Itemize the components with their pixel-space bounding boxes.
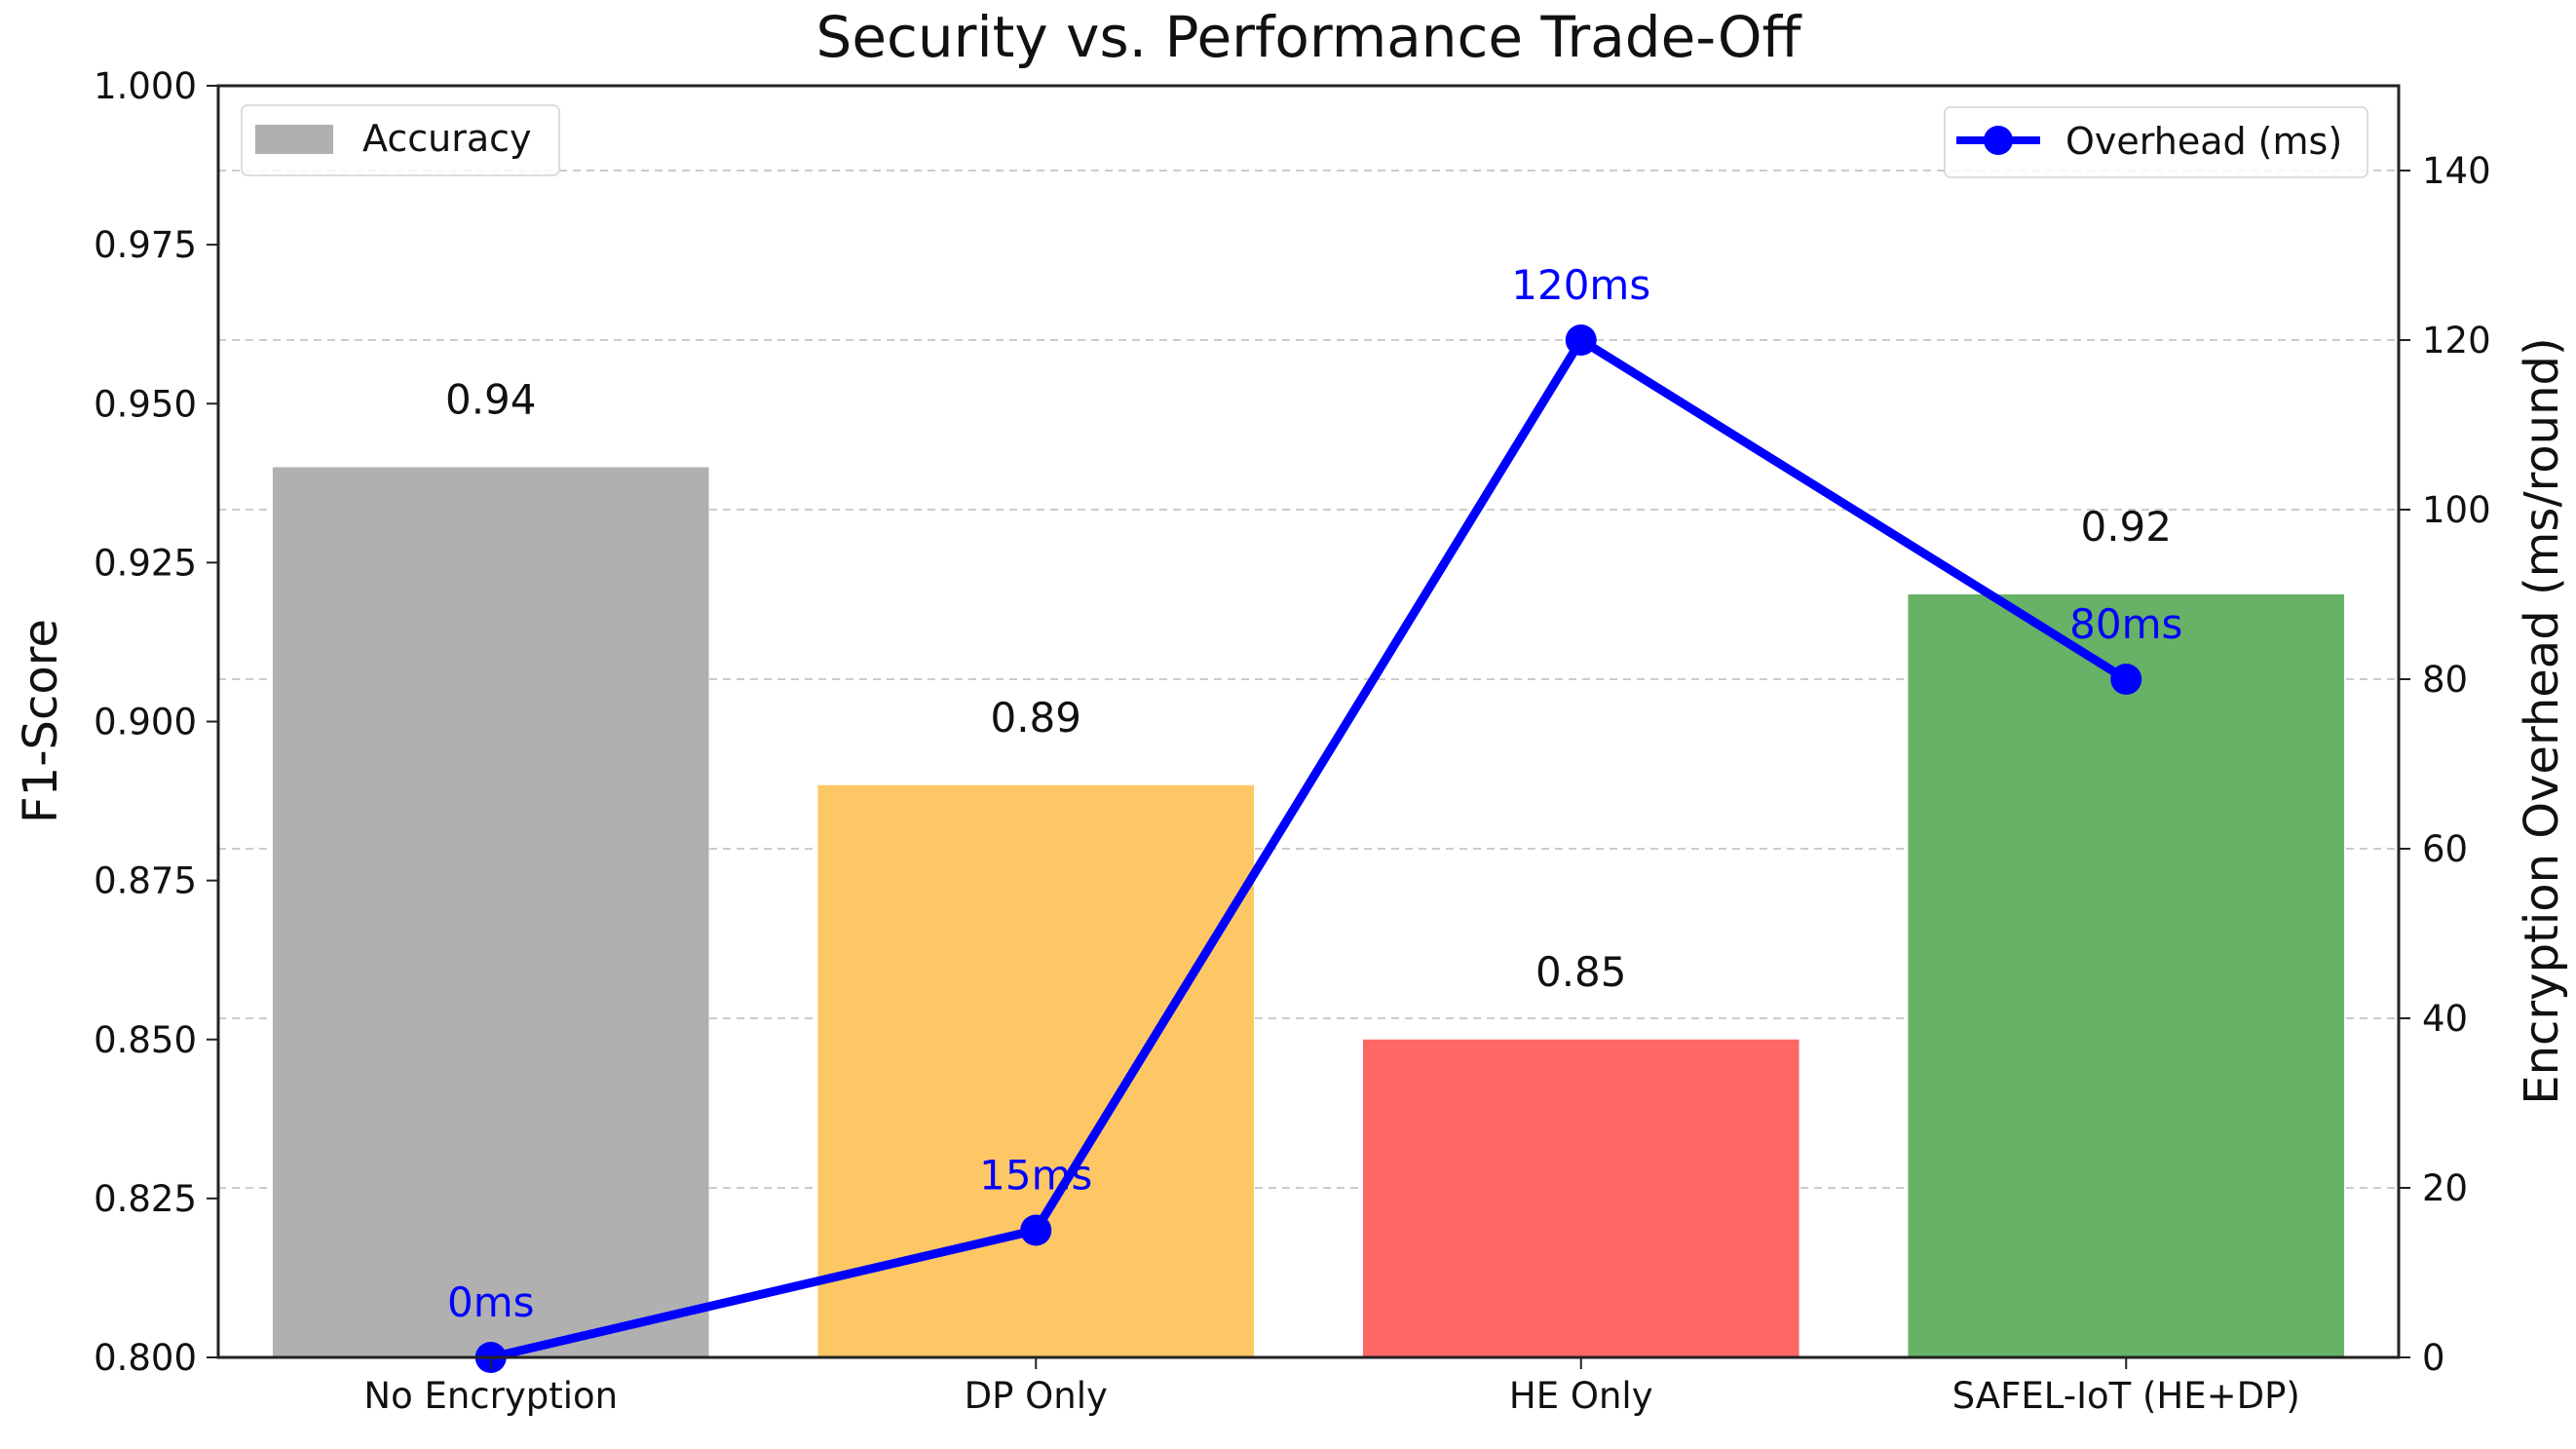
- x-tick-label: SAFEL-IoT (HE+DP): [1952, 1375, 2300, 1417]
- x-tick-label: No Encryption: [363, 1375, 618, 1417]
- bar-value-label: 0.89: [990, 694, 1081, 742]
- legend-accuracy-swatch: [255, 125, 333, 154]
- overhead-value-label: 80ms: [2069, 600, 2182, 648]
- y2-tick-label: 0: [2422, 1337, 2445, 1379]
- bar-2: [1362, 1039, 1799, 1357]
- bar-value-label: 0.85: [1535, 948, 1627, 996]
- y2-tick-label: 120: [2422, 320, 2491, 362]
- overhead-value-label: 15ms: [979, 1152, 1092, 1200]
- bar-value-label: 0.92: [2080, 503, 2172, 551]
- y-axis-label: F1-Score: [14, 619, 68, 823]
- y-tick-label: 0.950: [94, 383, 197, 425]
- overhead-value-label: 120ms: [1511, 261, 1650, 309]
- axes: 0 20 40 60 80 100 120 140 0.800 0.825 0.850 0.875 0.…: [94, 65, 2491, 1417]
- y2-axis-label: Encryption Overhead (ms/round): [2515, 337, 2569, 1104]
- bar-3: [1908, 594, 2345, 1357]
- overhead-line: 0ms 15ms 120ms 80ms: [447, 261, 2182, 1373]
- x-tick-label: HE Only: [1509, 1375, 1653, 1417]
- legend-overhead-marker: [1984, 126, 2013, 155]
- y2-tick-label: 60: [2422, 828, 2468, 870]
- overhead-value-label: 0ms: [447, 1278, 535, 1326]
- y-tick-label: 0.850: [94, 1019, 197, 1061]
- bar-0: [272, 467, 709, 1357]
- y2-tick-label: 100: [2422, 489, 2491, 531]
- bars: 0.94 0.89 0.85 0.92: [272, 376, 2345, 1357]
- bar-1: [817, 784, 1255, 1357]
- plot-frame: [216, 84, 2401, 1359]
- y-tick-label: 0.825: [94, 1178, 197, 1220]
- legend-accuracy: Accuracy: [241, 104, 560, 176]
- y-tick-label: 0.800: [94, 1337, 197, 1379]
- legend-accuracy-label: Accuracy: [362, 117, 532, 160]
- y2-tick-label: 140: [2422, 150, 2491, 192]
- y-tick-label: 0.925: [94, 542, 197, 584]
- overhead-series-line: [489, 335, 2129, 1362]
- bar-value-label: 0.94: [445, 376, 537, 424]
- y2-tick-label: 40: [2422, 998, 2468, 1040]
- overhead-point: [1020, 1214, 1052, 1246]
- overhead-point: [2110, 664, 2142, 695]
- x-tick-label: DP Only: [965, 1375, 1108, 1417]
- overhead-point: [1565, 324, 1597, 356]
- legend-overhead-label: Overhead (ms): [2065, 120, 2342, 163]
- y-tick-label: 0.875: [94, 860, 197, 902]
- y-tick-label: 1.000: [94, 65, 197, 107]
- chart-title: Security vs. Performance Trade-Off: [816, 4, 1803, 70]
- legend-overhead: Overhead (ms): [1944, 106, 2368, 178]
- y-tick-label: 0.900: [94, 702, 197, 744]
- y-tick-label: 0.975: [94, 224, 197, 266]
- y2-tick-label: 20: [2422, 1167, 2468, 1209]
- y2-tick-label: 80: [2422, 659, 2468, 701]
